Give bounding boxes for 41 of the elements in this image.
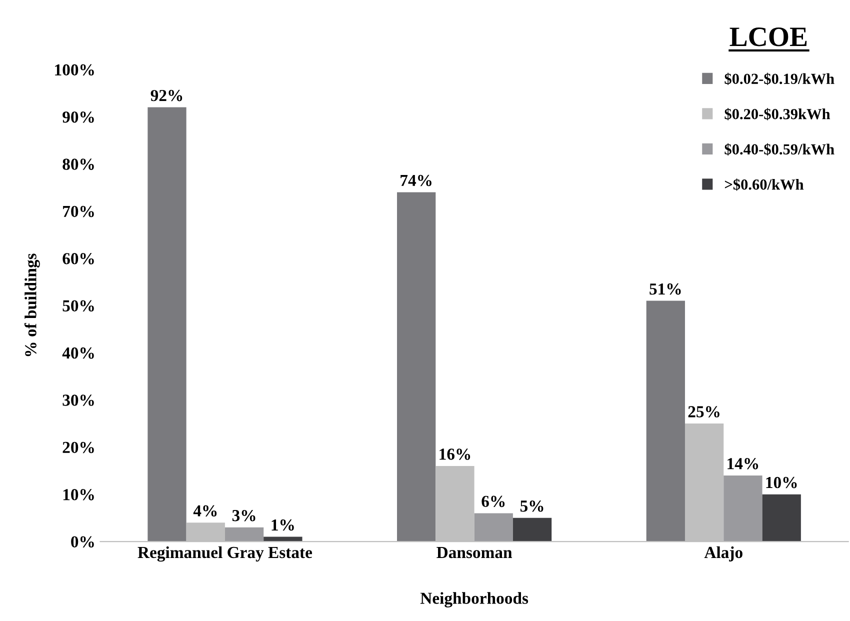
data-label: 1% (272, 519, 294, 531)
data-label: 51% (650, 283, 681, 295)
x-axis-title: Neighborhoods (420, 592, 528, 608)
data-label: 6% (482, 496, 505, 508)
y-tick-label: 80% (62, 158, 94, 170)
bar (224, 527, 264, 542)
y-tick-label: 40% (62, 347, 94, 359)
data-label: 74% (400, 174, 432, 186)
y-tick-label: 60% (62, 253, 94, 264)
data-label: 4% (193, 505, 217, 517)
y-tick-label: 90% (62, 111, 94, 123)
y-axis-title: % of buildings (24, 254, 40, 356)
y-tick-label: 70% (63, 206, 94, 218)
data-label: 3% (232, 510, 256, 522)
bar (762, 494, 801, 542)
data-label: 14% (728, 458, 758, 470)
y-tick-label: 100% (55, 64, 94, 76)
x-tick-label: Regimanuel Gray Estate (138, 546, 312, 562)
y-tick-label: 0% (71, 536, 94, 548)
y-tick-label: 30% (62, 394, 94, 406)
legend-title: LCOE (730, 28, 807, 46)
x-tick-label: Alajo (704, 546, 742, 562)
legend-label: $0.20-$0.39kWh (724, 108, 830, 120)
legend-label: >$0.60/kWh (724, 178, 804, 191)
bar (724, 475, 762, 542)
data-label: 10% (766, 476, 797, 488)
bar (397, 192, 436, 542)
y-tick-label: 50% (62, 300, 94, 312)
bar (646, 300, 685, 542)
data-label: 92% (150, 90, 182, 102)
bar (474, 513, 513, 542)
data-label: 5% (520, 500, 544, 512)
legend-label: $0.02-$0.19/kWh (724, 72, 834, 86)
bar (512, 518, 552, 542)
x-tick-label: Dansoman (436, 547, 512, 558)
legend-label: $0.40-$0.59/kWh (724, 143, 834, 156)
y-tick-label: 20% (62, 442, 94, 454)
bar (148, 107, 186, 542)
data-label: 25% (688, 406, 720, 418)
data-label: 16% (440, 448, 470, 460)
y-tick-label: 10% (63, 489, 94, 500)
